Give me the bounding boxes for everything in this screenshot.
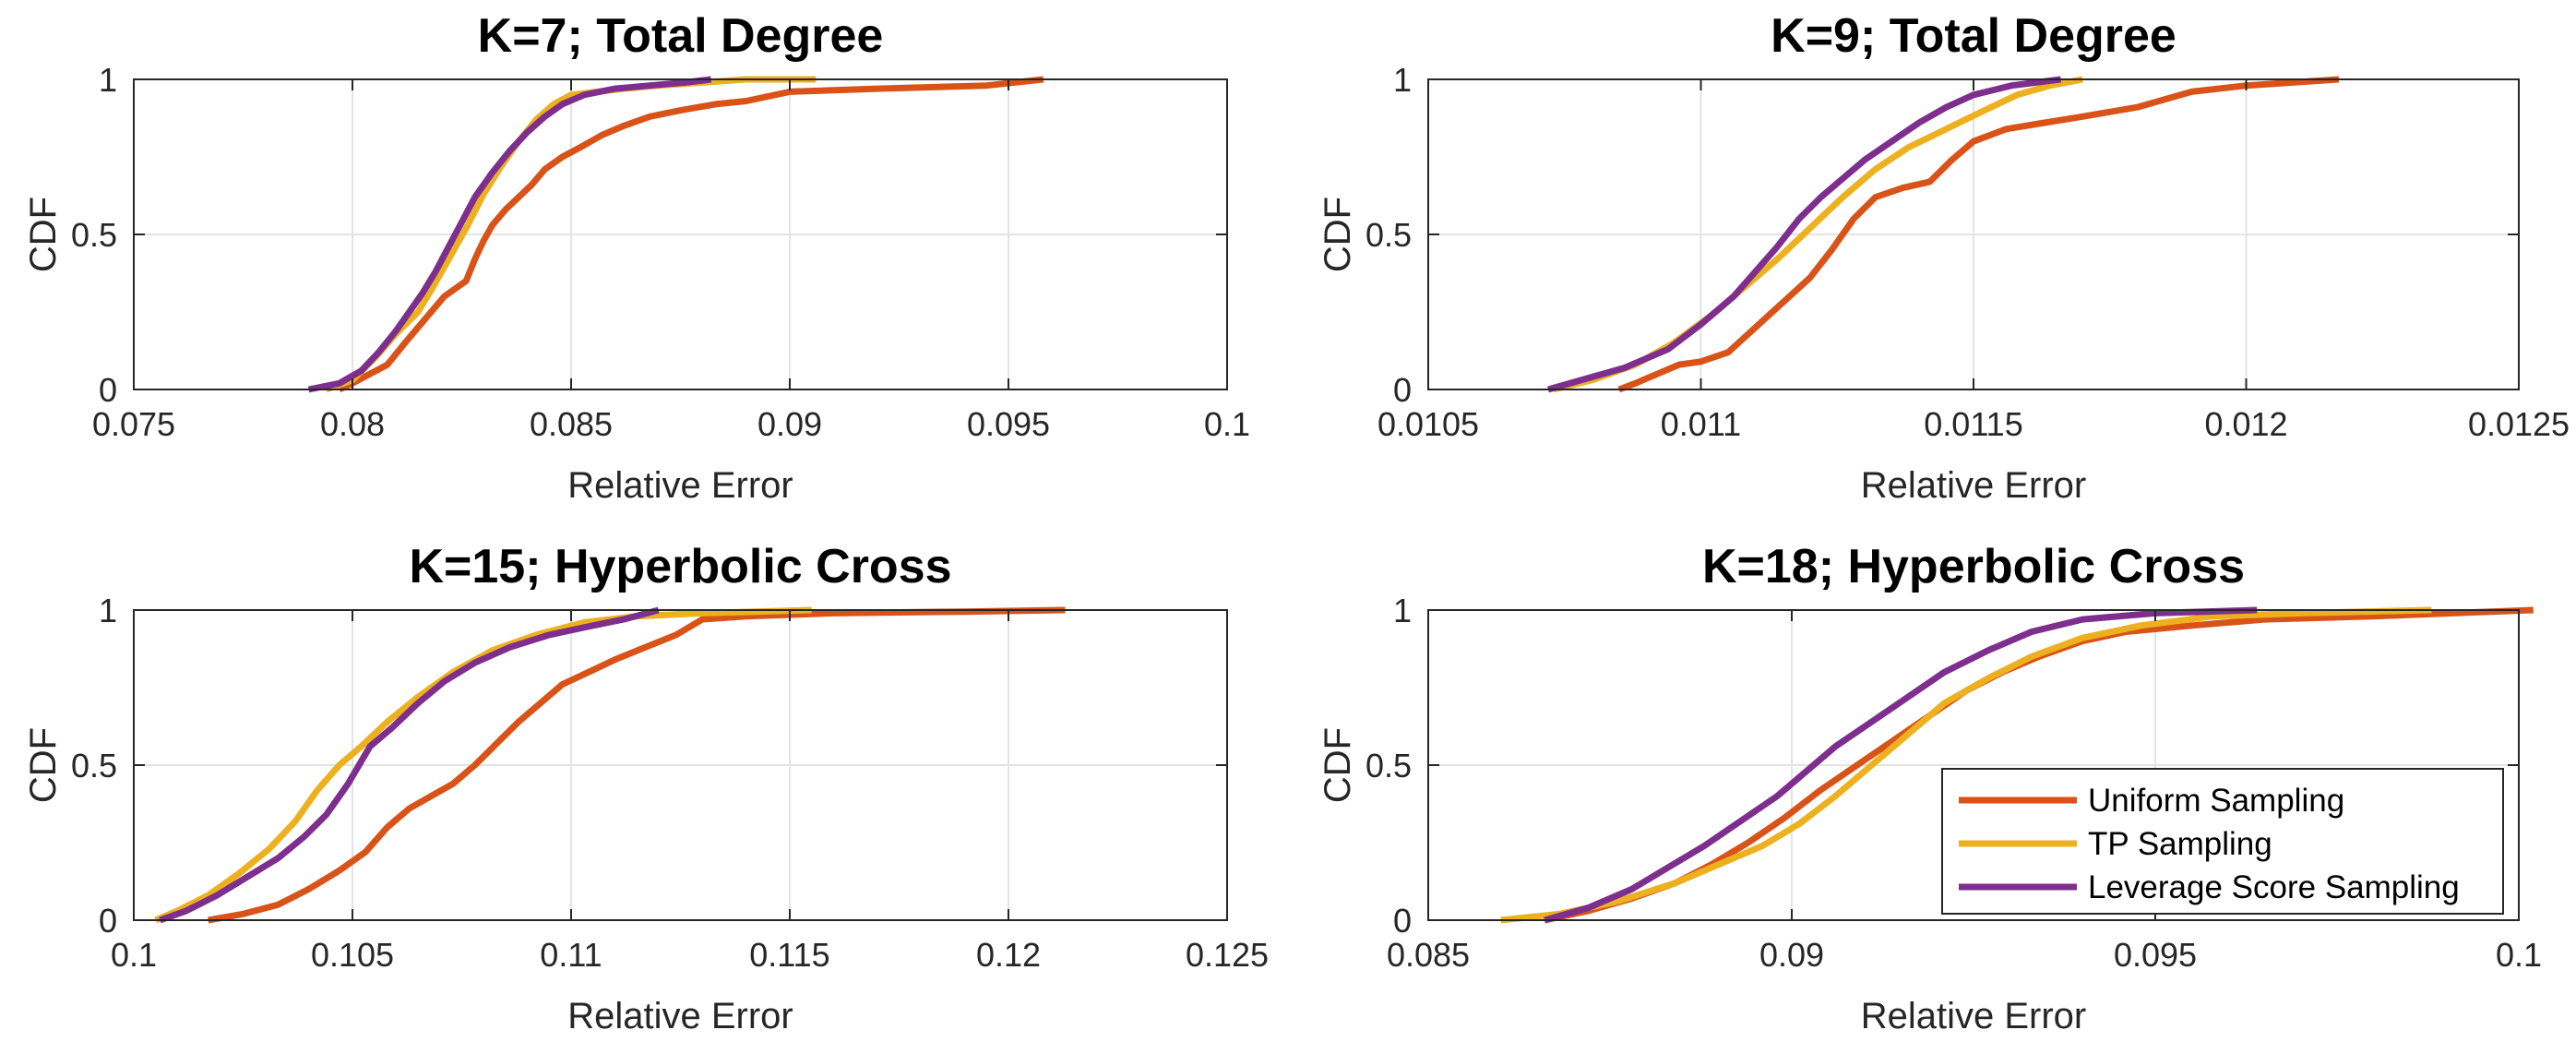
chart-title: K=18; Hyperbolic Cross [1702, 540, 2245, 593]
series-line-uniform-sampling [207, 606, 1066, 924]
x-tick-label: 0.115 [749, 936, 829, 974]
x-tick-label: 0.1 [111, 936, 157, 974]
y-axis-label: CDF [1318, 727, 1358, 803]
chart-title: K=9; Total Degree [1771, 9, 2176, 63]
y-tick-label: 1 [1393, 61, 1412, 99]
y-tick-label: 0.5 [71, 747, 117, 784]
y-axis-label: CDF [23, 197, 64, 272]
legend-label-uniform-sampling: Uniform Sampling [2088, 783, 2344, 819]
x-tick-label: 0.09 [757, 405, 822, 443]
x-tick-label: 0.085 [530, 405, 613, 443]
x-tick-label: 0.011 [1661, 405, 1741, 443]
y-tick-label: 0 [99, 371, 117, 409]
legend: Uniform Sampling TP Sampling Leverage Scor… [1941, 768, 2504, 915]
y-tick-label: 0.5 [71, 216, 117, 254]
x-tick-label: 0.085 [1387, 936, 1470, 974]
y-tick-label: 1 [99, 61, 117, 99]
x-tick-label: 0.012 [2204, 405, 2287, 443]
chart-title: K=7; Total Degree [478, 9, 884, 63]
legend-label-leverage-score-sampling: Leverage Score Sampling [2088, 869, 2460, 905]
chart-panel-2: 0.0105 0.011 0.0115 0.012 0.0125 0 0.5 1 K=9; To… [1318, 9, 2570, 506]
x-tick-label: 0.11 [540, 936, 602, 974]
chart-panel-1: 0.075 0.08 0.085 0.09 0.095 0.1 0 0.5 1 K=7; Tota… [23, 9, 1250, 506]
y-tick-label: 0.5 [1366, 747, 1412, 784]
y-tick-label: 0 [1393, 371, 1412, 409]
x-tick-label: 0.12 [976, 936, 1041, 974]
x-tick-label: 0.0105 [1377, 405, 1479, 443]
x-tick-label: 0.075 [92, 405, 175, 443]
legend-label-tp-sampling: TP Sampling [2088, 826, 2272, 862]
x-tick-label: 0.0125 [2468, 405, 2570, 443]
x-tick-label: 0.095 [2114, 936, 2197, 974]
y-tick-label: 1 [99, 592, 117, 629]
x-tick-label: 0.1 [2496, 936, 2542, 974]
series-line-leverage-score-sampling [1547, 76, 2062, 393]
x-tick-label: 0.1 [1204, 405, 1250, 443]
y-tick-label: 1 [1393, 592, 1412, 629]
series-line-leverage-score-sampling [159, 606, 660, 924]
chart-panel-3: 0.1 0.105 0.11 0.115 0.12 0.125 0 0.5 1 K=15; Hyp… [23, 540, 1269, 1036]
x-axis-label: Relative Error [1861, 465, 2087, 506]
y-axis-label: CDF [23, 727, 64, 803]
series-line-leverage-score-sampling [1544, 606, 2258, 924]
x-tick-label: 0.095 [967, 405, 1050, 443]
series-line-tp-sampling [154, 606, 812, 924]
x-tick-label: 0.125 [1186, 936, 1269, 974]
x-axis-label: Relative Error [1861, 996, 2087, 1036]
series-line-leverage-score-sampling [307, 76, 712, 393]
chart-panel-4: 0.085 0.09 0.095 0.1 0 0.5 1 K=18; Hyperbolic C… [1318, 540, 2542, 1036]
x-axis-label: Relative Error [567, 465, 793, 506]
series-line-tp-sampling [1500, 606, 2432, 924]
x-axis-label: Relative Error [567, 996, 793, 1036]
series-line-uniform-sampling [1617, 76, 2340, 393]
x-tick-label: 0.09 [1759, 936, 1824, 974]
x-tick-label: 0.0115 [1924, 405, 2022, 443]
y-tick-label: 0 [99, 902, 117, 940]
y-axis-label: CDF [1318, 197, 1358, 272]
x-tick-label: 0.105 [311, 936, 394, 974]
y-tick-label: 0 [1393, 902, 1412, 940]
y-tick-label: 0.5 [1366, 216, 1412, 254]
series-line-uniform-sampling [338, 76, 1044, 393]
chart-title: K=15; Hyperbolic Cross [409, 540, 951, 593]
x-tick-label: 0.08 [320, 405, 385, 443]
